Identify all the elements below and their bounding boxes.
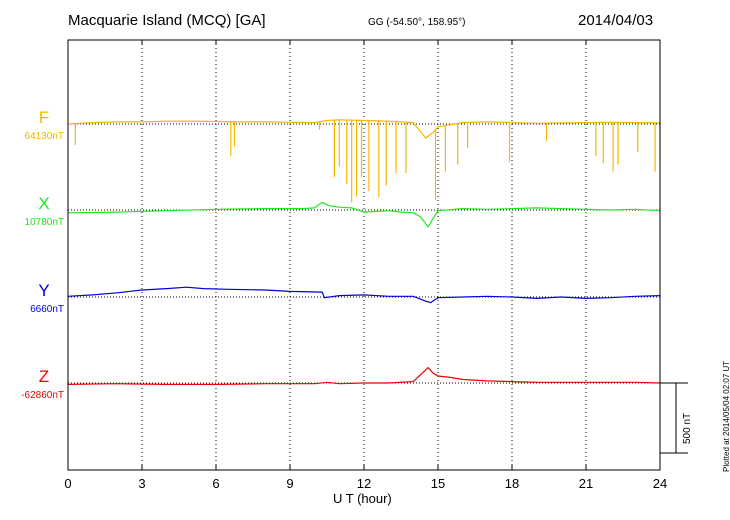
series-Y-name: Y — [38, 281, 50, 300]
x-tick-label-18: 18 — [505, 476, 519, 491]
series-Z-name: Z — [38, 367, 50, 386]
x-tick-label-15: 15 — [431, 476, 445, 491]
vertical-gridlines — [141, 40, 587, 470]
x-tick-label-9: 9 — [286, 476, 293, 491]
x-tick-label-6: 6 — [212, 476, 219, 491]
series-F-baseline: 64130nT — [24, 131, 64, 142]
x-axis-ticks: 0 3 6 9 12 15 18 21 24 — [64, 40, 667, 491]
scale-bar-label: 500 nT — [682, 412, 693, 444]
series-Z-baseline: -62860nT — [21, 390, 64, 401]
scale-bar — [660, 382, 688, 454]
station-coordinates: GG (-54.50°, 158.95°) — [368, 17, 466, 28]
series-Y-baseline: 6660nT — [30, 304, 64, 315]
x-tick-label-0: 0 — [64, 476, 71, 491]
series-X-name: X — [38, 194, 50, 213]
trace-Y — [67, 286, 661, 304]
trace-Z — [67, 366, 661, 385]
series-traces — [67, 119, 661, 385]
trace-F — [67, 119, 661, 139]
x-axis-label: U T (hour) — [333, 491, 392, 506]
x-tick-label-24: 24 — [653, 476, 667, 491]
plot-frame — [67, 39, 661, 471]
plotted-timestamp: Plotted at 2014/05/04 02:07 UT — [722, 360, 730, 472]
x-tick-label-21: 21 — [579, 476, 593, 491]
station-title: Macquarie Island (MCQ) [GA] — [68, 12, 266, 29]
series-X-baseline: 10780nT — [24, 217, 64, 228]
x-tick-label-3: 3 — [138, 476, 145, 491]
series-F-name: F — [38, 108, 50, 127]
plot-date: 2014/04/03 — [578, 12, 654, 29]
x-tick-label-12: 12 — [357, 476, 371, 491]
trace-X — [67, 201, 661, 228]
